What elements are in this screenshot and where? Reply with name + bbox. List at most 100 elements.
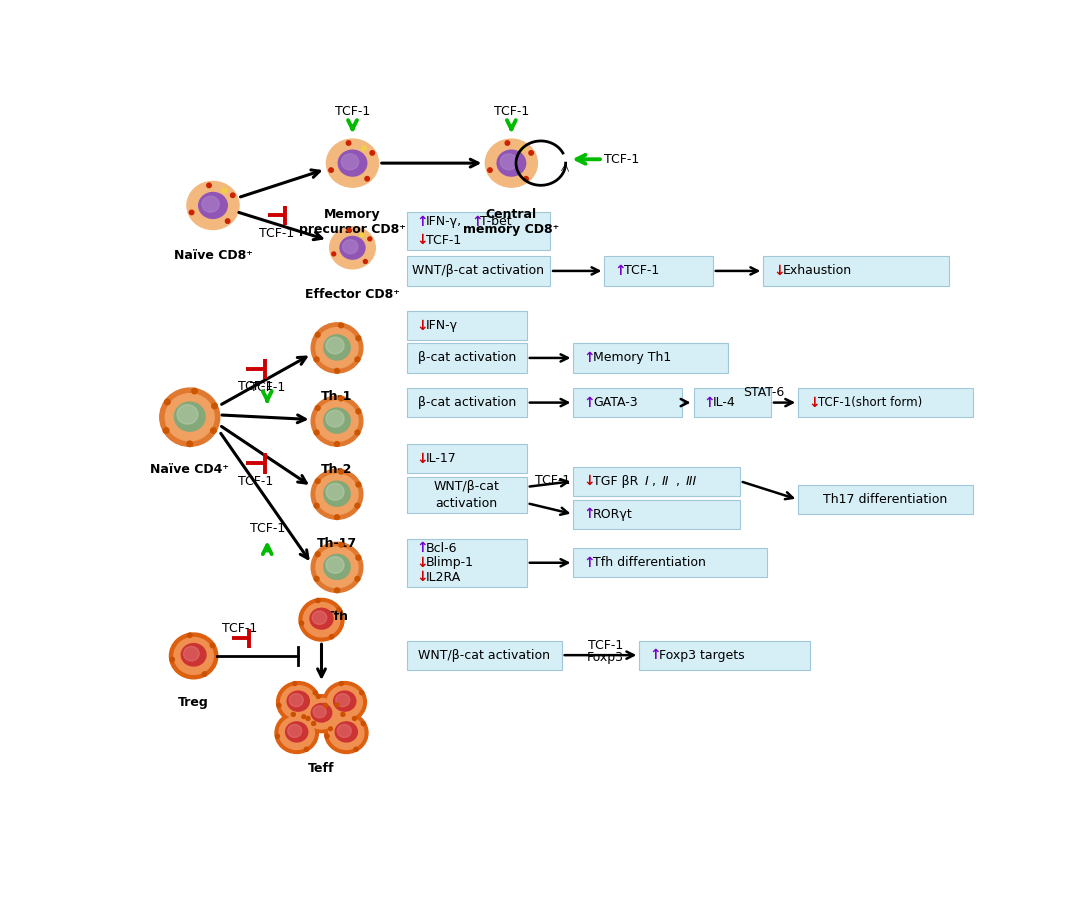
Circle shape bbox=[165, 399, 170, 404]
Circle shape bbox=[328, 168, 333, 173]
Ellipse shape bbox=[335, 722, 358, 742]
Ellipse shape bbox=[324, 555, 350, 580]
Circle shape bbox=[335, 703, 339, 707]
Ellipse shape bbox=[198, 193, 228, 219]
Circle shape bbox=[338, 543, 344, 547]
Circle shape bbox=[340, 713, 345, 716]
Ellipse shape bbox=[324, 481, 350, 507]
Circle shape bbox=[311, 722, 315, 725]
Circle shape bbox=[354, 577, 360, 581]
Text: II: II bbox=[661, 474, 669, 487]
Text: Tfh: Tfh bbox=[325, 610, 348, 623]
FancyBboxPatch shape bbox=[406, 539, 527, 587]
Circle shape bbox=[524, 176, 528, 181]
Circle shape bbox=[170, 657, 175, 662]
FancyBboxPatch shape bbox=[573, 548, 767, 578]
Ellipse shape bbox=[281, 686, 315, 719]
Ellipse shape bbox=[327, 686, 362, 719]
Ellipse shape bbox=[183, 646, 199, 661]
Circle shape bbox=[313, 690, 318, 695]
Ellipse shape bbox=[326, 484, 344, 500]
Circle shape bbox=[315, 598, 320, 603]
Ellipse shape bbox=[285, 722, 308, 742]
FancyBboxPatch shape bbox=[406, 343, 527, 373]
Circle shape bbox=[305, 748, 309, 751]
Circle shape bbox=[225, 219, 230, 223]
Text: ,: , bbox=[675, 474, 684, 487]
Text: TCF-1: TCF-1 bbox=[249, 522, 285, 535]
Text: Th17 differentiation: Th17 differentiation bbox=[823, 493, 947, 506]
Text: Treg: Treg bbox=[178, 696, 209, 709]
Ellipse shape bbox=[311, 703, 332, 722]
Circle shape bbox=[207, 183, 211, 187]
Ellipse shape bbox=[324, 408, 350, 433]
Text: RORγt: RORγt bbox=[593, 508, 632, 521]
Text: ↑: ↑ bbox=[704, 396, 715, 410]
Circle shape bbox=[354, 503, 360, 508]
Circle shape bbox=[314, 577, 319, 581]
Ellipse shape bbox=[340, 236, 365, 259]
Circle shape bbox=[231, 193, 235, 198]
Text: Bcl-6: Bcl-6 bbox=[426, 542, 457, 555]
Text: ↓: ↓ bbox=[583, 474, 595, 488]
Circle shape bbox=[347, 228, 351, 233]
Ellipse shape bbox=[486, 139, 538, 187]
Text: ↓: ↓ bbox=[417, 570, 428, 584]
Text: Naïve CD4⁺: Naïve CD4⁺ bbox=[151, 463, 229, 476]
Text: Tfh differentiation: Tfh differentiation bbox=[593, 557, 706, 569]
Ellipse shape bbox=[326, 557, 344, 573]
Text: TCF-1: TCF-1 bbox=[588, 639, 623, 652]
Circle shape bbox=[505, 141, 509, 145]
Circle shape bbox=[361, 722, 365, 725]
Text: ↑: ↑ bbox=[583, 556, 595, 569]
FancyBboxPatch shape bbox=[406, 444, 527, 473]
Circle shape bbox=[299, 621, 304, 625]
Ellipse shape bbox=[311, 469, 363, 520]
Text: IL-4: IL-4 bbox=[713, 396, 736, 409]
Circle shape bbox=[367, 237, 372, 241]
FancyBboxPatch shape bbox=[798, 485, 972, 514]
Ellipse shape bbox=[287, 691, 309, 711]
Ellipse shape bbox=[304, 603, 339, 637]
Circle shape bbox=[210, 427, 216, 433]
Text: Foxp3 targets: Foxp3 targets bbox=[659, 649, 745, 662]
Ellipse shape bbox=[500, 154, 517, 170]
Ellipse shape bbox=[336, 693, 350, 707]
Circle shape bbox=[203, 672, 207, 677]
Circle shape bbox=[192, 389, 197, 394]
Ellipse shape bbox=[159, 388, 220, 447]
Text: TCF-1(short form): TCF-1(short form) bbox=[817, 396, 921, 409]
FancyBboxPatch shape bbox=[573, 499, 740, 529]
Text: ↑: ↑ bbox=[417, 215, 428, 229]
Text: IL-17: IL-17 bbox=[426, 452, 456, 465]
Ellipse shape bbox=[338, 150, 366, 176]
Text: Th-1: Th-1 bbox=[321, 390, 352, 403]
Text: ↓: ↓ bbox=[417, 234, 428, 247]
Ellipse shape bbox=[177, 405, 198, 425]
Text: WNT/β-cat activation: WNT/β-cat activation bbox=[418, 649, 551, 662]
Circle shape bbox=[361, 146, 366, 150]
Circle shape bbox=[339, 681, 344, 686]
Circle shape bbox=[529, 150, 533, 155]
Ellipse shape bbox=[334, 691, 356, 711]
Circle shape bbox=[338, 396, 344, 401]
Ellipse shape bbox=[311, 323, 363, 373]
Circle shape bbox=[292, 713, 295, 716]
Circle shape bbox=[275, 734, 280, 738]
Text: T-bet: T-bet bbox=[480, 215, 512, 228]
Ellipse shape bbox=[343, 240, 358, 254]
Text: Th-17: Th-17 bbox=[317, 536, 357, 549]
FancyBboxPatch shape bbox=[406, 476, 527, 513]
Text: TCF-1: TCF-1 bbox=[259, 227, 294, 240]
Text: Foxp3: Foxp3 bbox=[586, 651, 623, 664]
Ellipse shape bbox=[315, 401, 358, 441]
Text: ↑: ↑ bbox=[615, 264, 627, 278]
Circle shape bbox=[306, 716, 310, 721]
Text: ,: , bbox=[653, 474, 660, 487]
Text: Teff: Teff bbox=[308, 762, 335, 775]
Circle shape bbox=[370, 150, 374, 155]
Circle shape bbox=[315, 405, 320, 411]
Ellipse shape bbox=[315, 547, 358, 588]
Ellipse shape bbox=[311, 543, 363, 593]
Circle shape bbox=[314, 503, 319, 508]
